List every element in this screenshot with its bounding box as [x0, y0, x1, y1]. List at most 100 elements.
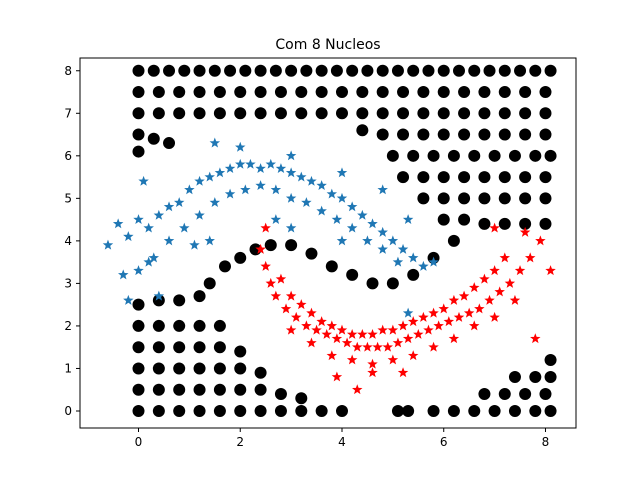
- series-0: [132, 64, 557, 417]
- data-point-star: [443, 316, 455, 327]
- data-point-star: [377, 226, 388, 237]
- data-point-circle: [305, 247, 318, 260]
- data-point-star: [209, 197, 221, 208]
- data-point-circle: [437, 171, 450, 184]
- plot-points: [102, 64, 557, 417]
- data-point-circle: [417, 192, 430, 205]
- data-point-circle: [193, 362, 206, 375]
- data-point-circle: [422, 64, 435, 77]
- data-point-star: [326, 350, 338, 361]
- data-point-circle: [407, 64, 420, 77]
- y-tick-label: 1: [64, 361, 72, 375]
- data-point-star: [367, 367, 378, 378]
- data-point-circle: [397, 86, 410, 99]
- data-point-star: [346, 354, 358, 365]
- data-point-circle: [325, 260, 338, 273]
- data-point-star: [336, 192, 348, 203]
- data-point-star: [285, 222, 297, 233]
- data-point-star: [519, 226, 531, 237]
- data-point-star: [346, 201, 358, 212]
- data-point-star: [341, 337, 353, 348]
- data-point-circle: [498, 192, 511, 205]
- data-point-circle: [295, 86, 308, 99]
- data-point-circle: [539, 387, 552, 400]
- data-point-circle: [478, 217, 491, 230]
- data-point-star: [290, 311, 302, 322]
- data-point-star: [489, 311, 500, 322]
- data-point-circle: [295, 404, 308, 417]
- data-point-circle: [508, 149, 521, 162]
- data-point-star: [240, 184, 251, 195]
- data-point-star: [311, 324, 322, 335]
- data-point-circle: [407, 268, 420, 281]
- data-point-star: [352, 341, 363, 352]
- data-point-star: [301, 320, 312, 331]
- data-point-circle: [163, 137, 176, 150]
- data-point-circle: [478, 192, 491, 205]
- data-point-star: [362, 235, 373, 246]
- data-point-star: [285, 290, 297, 301]
- data-point-star: [204, 235, 215, 246]
- data-point-circle: [269, 64, 282, 77]
- data-point-star: [189, 239, 200, 250]
- data-point-star: [316, 205, 327, 216]
- data-point-circle: [234, 251, 247, 264]
- data-point-circle: [356, 124, 369, 137]
- data-point-star: [143, 256, 154, 267]
- data-point-star: [133, 265, 144, 276]
- data-point-star: [367, 218, 378, 229]
- data-point-circle: [224, 64, 237, 77]
- data-point-star: [357, 328, 368, 339]
- data-point-star: [123, 294, 134, 305]
- data-point-star: [321, 328, 332, 339]
- data-point-star: [509, 294, 521, 305]
- data-point-star: [377, 184, 388, 195]
- data-point-star: [235, 141, 246, 152]
- y-tick-label: 3: [64, 276, 72, 290]
- data-point-star: [265, 277, 276, 288]
- data-point-circle: [529, 64, 542, 77]
- data-point-circle: [218, 260, 231, 273]
- data-point-star: [336, 167, 348, 178]
- data-point-star: [255, 180, 266, 191]
- data-point-circle: [397, 107, 410, 120]
- data-point-star: [499, 252, 511, 263]
- data-point-circle: [437, 86, 450, 99]
- data-point-star: [148, 252, 159, 263]
- data-point-circle: [132, 362, 145, 375]
- data-point-circle: [519, 171, 532, 184]
- data-point-star: [382, 341, 394, 352]
- data-point-star: [524, 252, 536, 263]
- data-point-star: [469, 282, 480, 293]
- data-point-circle: [315, 86, 328, 99]
- data-point-circle: [254, 383, 267, 396]
- data-point-star: [402, 333, 414, 344]
- data-point-star: [306, 307, 317, 318]
- data-point-star: [428, 256, 439, 267]
- data-point-circle: [234, 86, 247, 99]
- data-point-circle: [447, 404, 460, 417]
- data-point-star: [397, 367, 409, 378]
- data-point-star: [362, 341, 373, 352]
- data-point-star: [377, 243, 388, 254]
- x-tick-label: 6: [440, 435, 448, 449]
- data-point-circle: [173, 341, 186, 354]
- data-point-circle: [213, 383, 226, 396]
- data-point-circle: [173, 319, 186, 332]
- data-point-star: [387, 235, 399, 246]
- data-point-star: [530, 333, 541, 344]
- data-point-circle: [203, 277, 216, 290]
- data-point-circle: [539, 217, 552, 230]
- data-point-circle: [147, 64, 160, 77]
- data-point-circle: [447, 234, 460, 247]
- data-point-star: [463, 307, 475, 318]
- data-point-star: [306, 175, 317, 186]
- data-point-star: [489, 265, 500, 276]
- data-point-circle: [152, 107, 165, 120]
- data-point-star: [352, 384, 363, 395]
- data-point-circle: [213, 107, 226, 120]
- x-tick-label: 8: [542, 435, 550, 449]
- data-point-circle: [132, 341, 145, 354]
- data-point-circle: [152, 404, 165, 417]
